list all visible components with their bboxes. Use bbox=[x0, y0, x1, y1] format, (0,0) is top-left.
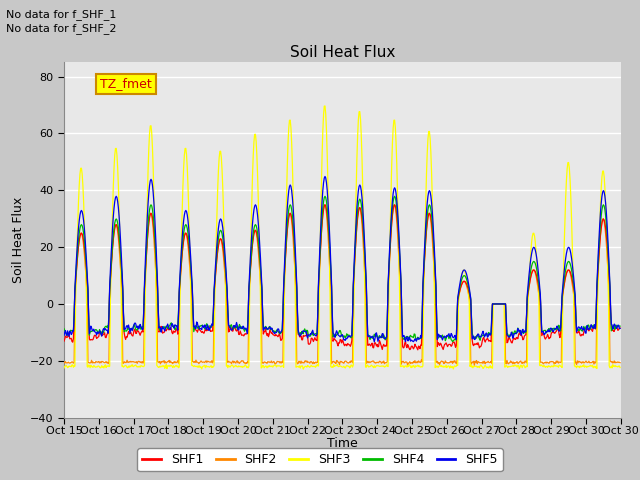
Text: No data for f_SHF_1: No data for f_SHF_1 bbox=[6, 9, 116, 20]
Y-axis label: Soil Heat Flux: Soil Heat Flux bbox=[12, 197, 24, 283]
X-axis label: Time: Time bbox=[327, 437, 358, 450]
Text: TZ_fmet: TZ_fmet bbox=[100, 77, 152, 90]
Title: Soil Heat Flux: Soil Heat Flux bbox=[290, 45, 395, 60]
Text: No data for f_SHF_2: No data for f_SHF_2 bbox=[6, 23, 117, 34]
Legend: SHF1, SHF2, SHF3, SHF4, SHF5: SHF1, SHF2, SHF3, SHF4, SHF5 bbox=[137, 448, 503, 471]
